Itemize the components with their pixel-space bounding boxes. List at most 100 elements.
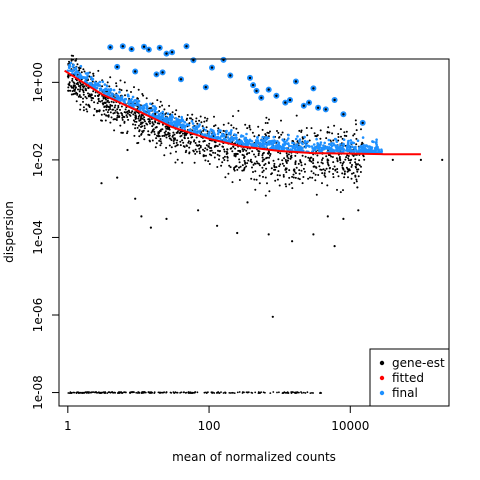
gene-est-point <box>97 97 100 100</box>
final-point <box>342 142 345 146</box>
gene-est-point <box>254 170 257 173</box>
final-point <box>190 120 194 123</box>
y-tick-label: 1e-02 <box>31 143 45 178</box>
gene-est-point <box>86 110 89 113</box>
gene-est-point <box>337 175 340 178</box>
gene-est-outlier-point <box>170 51 174 54</box>
gene-est-point <box>362 155 365 158</box>
gene-est-point <box>285 171 288 174</box>
gene-est-outlier-point <box>324 108 327 111</box>
gene-est-outlier-point <box>204 86 207 89</box>
gene-est-point <box>300 164 303 167</box>
gene-est-point <box>232 126 235 129</box>
gene-est-point <box>113 106 116 109</box>
gene-est-outlier-point <box>88 104 91 107</box>
zero-dispersion-point <box>309 392 312 394</box>
gene-est-point <box>181 161 184 164</box>
gene-est-point <box>195 150 198 153</box>
final-point <box>235 140 238 144</box>
gene-est-point <box>85 103 88 106</box>
gene-est-point <box>88 75 91 78</box>
gene-est-point <box>316 134 319 137</box>
gene-est-outlier-point <box>275 94 278 98</box>
gene-est-point <box>178 115 180 118</box>
gene-est-point <box>238 179 241 181</box>
gene-est-point <box>172 137 175 140</box>
gene-est-point <box>281 162 284 165</box>
gene-est-point <box>314 179 317 182</box>
gene-est-point <box>97 69 100 72</box>
gene-est-point <box>332 173 335 175</box>
gene-est-point <box>286 154 289 157</box>
gene-est-point <box>203 150 206 152</box>
gene-est-point <box>109 104 112 107</box>
x-tick-label: 10000 <box>331 419 369 433</box>
gene-est-point <box>264 194 267 197</box>
gene-est-point <box>288 176 291 179</box>
gene-est-point <box>94 91 97 94</box>
gene-est-point <box>137 115 140 118</box>
gene-est-point <box>294 161 297 164</box>
gene-est-point <box>179 144 182 147</box>
final-point <box>79 76 82 80</box>
gene-est-point <box>92 114 95 117</box>
zero-dispersion-point <box>278 391 280 394</box>
final-point <box>296 135 299 138</box>
final-point <box>92 83 95 87</box>
final-point <box>194 125 197 128</box>
gene-est-point <box>120 89 123 92</box>
final-point <box>123 97 127 101</box>
y-tick-label: 1e-06 <box>31 298 45 333</box>
gene-est-point <box>79 67 82 70</box>
gene-est-point <box>166 128 169 130</box>
gene-est-point <box>172 142 175 145</box>
gene-est-point <box>300 169 303 172</box>
zero-dispersion-point <box>163 391 166 394</box>
gene-est-point <box>222 123 225 126</box>
gene-est-point <box>170 146 173 149</box>
zero-dispersion-point <box>123 391 125 394</box>
gene-est-point <box>291 187 294 190</box>
gene-est-point <box>132 119 135 122</box>
gene-est-point <box>106 111 109 114</box>
gene-est-point <box>336 160 339 163</box>
gene-est-point <box>140 114 143 116</box>
gene-est-point <box>224 176 227 179</box>
gene-est-point <box>190 136 193 139</box>
gene-est-point <box>82 91 85 94</box>
final-point <box>243 139 247 143</box>
gene-est-point <box>198 119 201 122</box>
final-point <box>191 122 195 125</box>
gene-est-point <box>105 108 108 111</box>
gene-est-outlier-point <box>126 148 129 152</box>
gene-est-point <box>205 119 208 122</box>
final-point <box>98 80 102 84</box>
final-point <box>363 147 366 151</box>
gene-est-point <box>220 164 223 167</box>
zero-dispersion-point <box>111 391 114 394</box>
gene-est-point <box>214 141 217 144</box>
gene-est-point <box>351 172 353 175</box>
zero-dispersion-point <box>302 391 305 394</box>
final-point <box>375 148 379 151</box>
zero-dispersion-point <box>220 391 222 393</box>
gene-est-point <box>356 170 359 173</box>
final-point <box>210 135 213 138</box>
gene-est-point <box>104 97 107 100</box>
gene-est-point <box>227 172 230 175</box>
zero-dispersion-point <box>306 391 309 394</box>
gene-est-point <box>109 108 112 110</box>
gene-est-point <box>266 131 269 134</box>
gene-est-point <box>154 146 157 149</box>
gene-est-point <box>81 85 84 88</box>
final-point <box>342 138 346 141</box>
final-point <box>197 124 200 128</box>
final-point <box>263 136 267 140</box>
final-point <box>296 143 299 146</box>
gene-est-point <box>140 132 143 135</box>
gene-est-point <box>293 168 296 171</box>
gene-est-point <box>262 175 264 178</box>
zero-dispersion-point <box>241 392 244 394</box>
gene-est-point <box>116 116 119 119</box>
gene-est-outlier-point <box>134 70 137 73</box>
